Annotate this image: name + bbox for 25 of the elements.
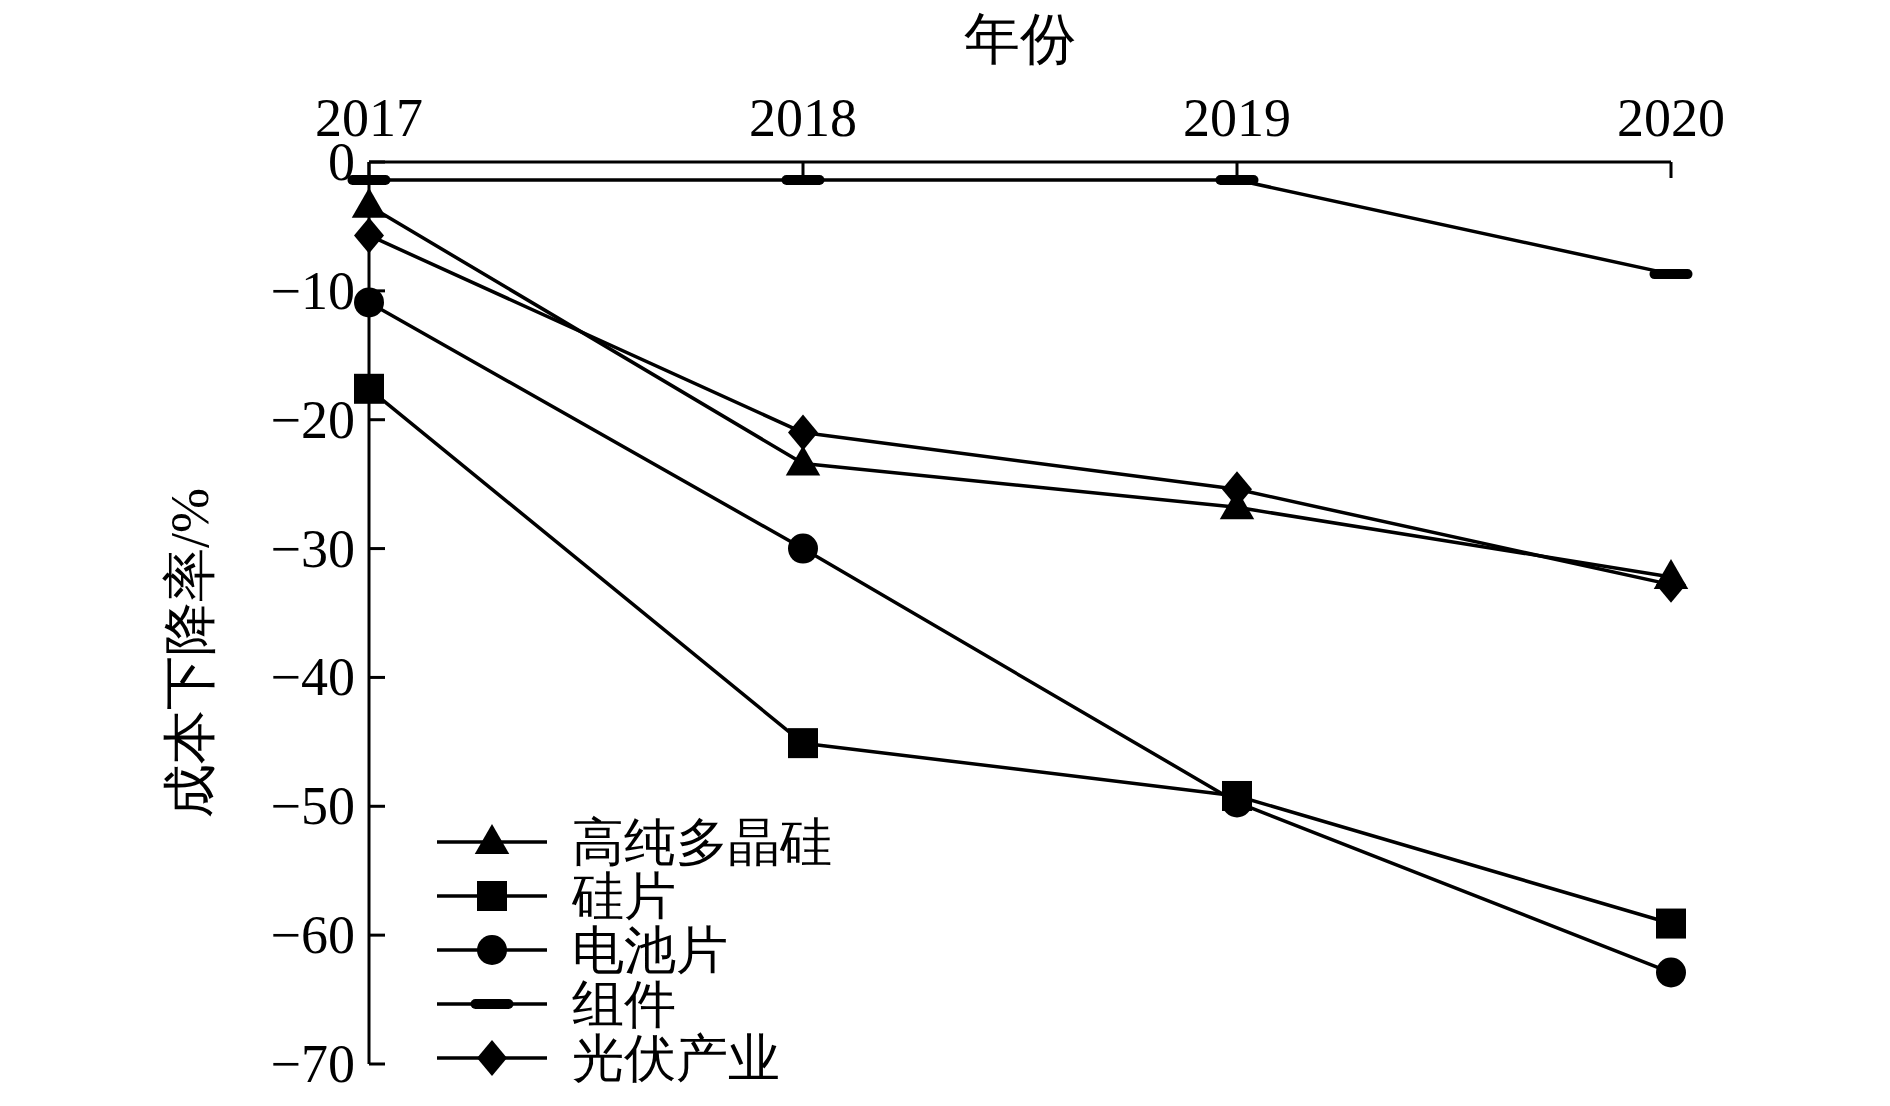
y-tick-label: −70 — [270, 1034, 355, 1094]
x-tick-label: 2018 — [749, 88, 857, 148]
point — [354, 217, 384, 254]
legend-label: 高纯多晶硅 — [572, 814, 832, 871]
point — [1656, 957, 1686, 988]
point — [1656, 908, 1686, 939]
x-tick-label: 2019 — [1183, 88, 1291, 148]
legend-label: 组件 — [572, 976, 676, 1033]
point — [354, 373, 384, 404]
point — [788, 728, 818, 759]
point — [788, 533, 818, 564]
y-tick-label: −50 — [270, 776, 355, 837]
x-axis-title: 年份 — [964, 8, 1076, 70]
y-tick-label: −40 — [270, 647, 355, 708]
point — [788, 414, 818, 451]
legend-label: 电池片 — [572, 922, 728, 979]
y-tick-label: −30 — [270, 518, 355, 579]
y-tick-label: −60 — [270, 905, 355, 966]
y-tick-label: −20 — [270, 389, 355, 450]
y-axis-title: 成本下降率/% — [160, 488, 220, 818]
x-tick-label: 2020 — [1617, 88, 1725, 148]
legend-label: 硅片 — [571, 868, 676, 925]
legend-label: 光伏产业 — [572, 1030, 780, 1087]
point — [354, 287, 384, 318]
y-tick-label: −10 — [270, 260, 355, 321]
